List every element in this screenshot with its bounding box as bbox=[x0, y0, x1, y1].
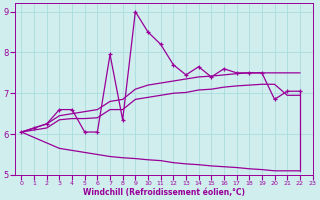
X-axis label: Windchill (Refroidissement éolien,°C): Windchill (Refroidissement éolien,°C) bbox=[83, 188, 245, 197]
